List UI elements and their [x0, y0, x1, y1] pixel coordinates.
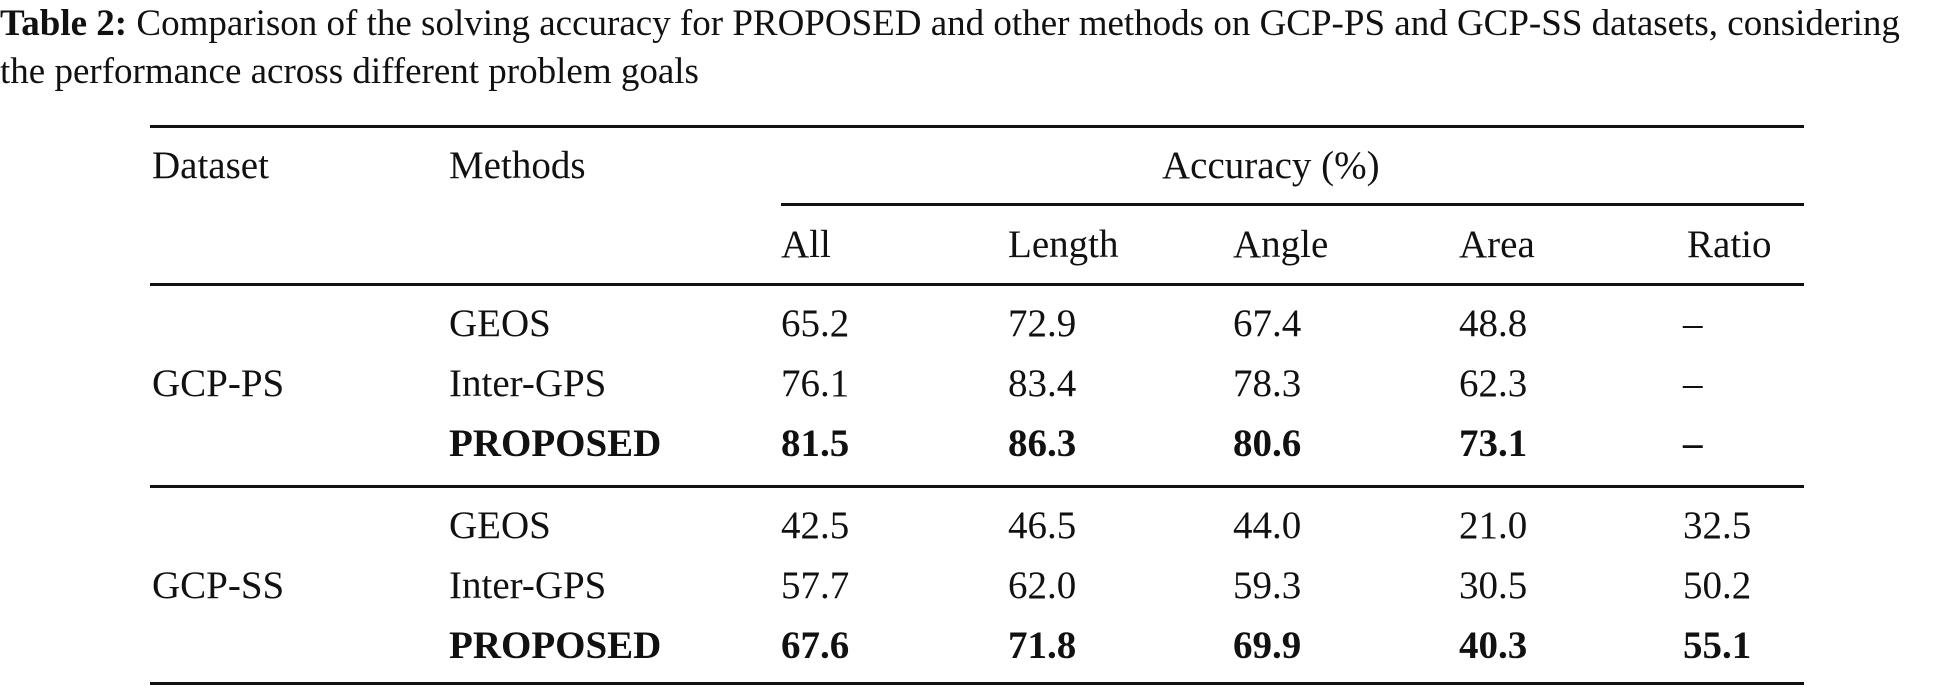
accuracy-cell: 72.9 [1008, 302, 1077, 345]
method-name: GEOS [449, 504, 551, 547]
accuracy-cell: 40.3 [1459, 624, 1528, 667]
group-rule [150, 485, 1804, 488]
caption-label: Table 2: [0, 3, 128, 44]
accuracy-cell: – [1683, 302, 1703, 345]
accuracy-cell: 46.5 [1008, 504, 1077, 547]
accuracy-cell: 80.6 [1233, 422, 1302, 465]
accuracy-cell: 21.0 [1459, 504, 1528, 547]
accuracy-cell: 76.1 [781, 362, 850, 405]
accuracy-cell: 73.1 [1459, 422, 1528, 465]
accuracy-cell: – [1683, 362, 1703, 405]
header-dataset: Dataset [152, 144, 269, 187]
header-angle: Angle [1233, 223, 1329, 266]
accuracy-cell: 44.0 [1233, 504, 1302, 547]
header-rule [150, 283, 1804, 286]
accuracy-cell: 30.5 [1459, 564, 1528, 607]
method-name: PROPOSED [449, 624, 662, 667]
table-caption: Table 2: Comparison of the solving accur… [0, 0, 1954, 96]
header-area: Area [1459, 223, 1535, 266]
header-ratio: Ratio [1687, 223, 1772, 266]
accuracy-cell: 62.0 [1008, 564, 1077, 607]
method-name: GEOS [449, 302, 551, 345]
accuracy-cell: 67.4 [1233, 302, 1302, 345]
method-name: PROPOSED [449, 422, 662, 465]
bottom-rule [150, 682, 1804, 685]
accuracy-cell: 67.6 [781, 624, 850, 667]
accuracy-cell: 69.9 [1233, 624, 1302, 667]
accuracy-cell: – [1683, 422, 1703, 465]
method-name: Inter-GPS [449, 362, 607, 405]
accuracy-cell: 78.3 [1233, 362, 1302, 405]
dataset-label: GCP-SS [152, 564, 285, 607]
accuracy-cell: 86.3 [1008, 422, 1077, 465]
header-methods: Methods [449, 144, 586, 187]
accuracy-cell: 42.5 [781, 504, 850, 547]
header-length: Length [1008, 223, 1119, 266]
accuracy-cell: 32.5 [1683, 504, 1752, 547]
caption-text: Comparison of the solving accuracy for P… [0, 3, 1900, 92]
accuracy-cell: 55.1 [1683, 624, 1752, 667]
accuracy-cell: 57.7 [781, 564, 850, 607]
header-accuracy: Accuracy (%) [1162, 144, 1380, 187]
accuracy-cell: 71.8 [1008, 624, 1077, 667]
header-all: All [781, 223, 831, 266]
accuracy-cell: 65.2 [781, 302, 850, 345]
top-rule [150, 125, 1804, 128]
accuracy-cell: 48.8 [1459, 302, 1528, 345]
accuracy-cell: 59.3 [1233, 564, 1302, 607]
accuracy-cell: 62.3 [1459, 362, 1528, 405]
method-name: Inter-GPS [449, 564, 607, 607]
accuracy-cell: 81.5 [781, 422, 850, 465]
dataset-label: GCP-PS [152, 362, 285, 405]
accuracy-cell: 50.2 [1683, 564, 1752, 607]
accuracy-cell: 83.4 [1008, 362, 1077, 405]
accuracy-subrule [781, 203, 1804, 206]
